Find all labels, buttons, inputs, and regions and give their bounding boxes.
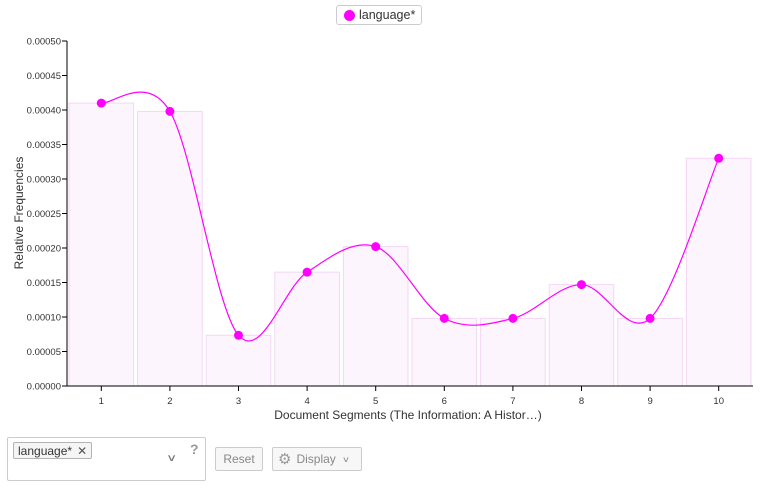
y-tick-label: 0.00005 — [27, 347, 61, 358]
display-button[interactable]: ⚙ Display ∨ — [272, 447, 362, 471]
bar — [274, 271, 340, 387]
data-point — [302, 267, 312, 277]
data-point — [371, 242, 381, 252]
x-tick-label: 7 — [510, 396, 515, 407]
points-layer — [96, 98, 724, 340]
bar — [617, 317, 683, 387]
bar — [205, 334, 272, 387]
bar — [68, 102, 135, 387]
y-tick-label: 0.00045 — [27, 71, 61, 82]
series-color-dot — [344, 9, 355, 21]
bar — [137, 110, 203, 387]
reset-button-label: Reset — [223, 452, 255, 466]
data-point — [714, 153, 724, 163]
y-tick-label: 0.00000 — [27, 382, 61, 393]
y-tick-label: 0.00025 — [27, 209, 61, 220]
display-button-label: Display — [296, 452, 336, 466]
bar — [411, 317, 478, 387]
bar — [480, 317, 546, 387]
legend-item-language[interactable]: language* — [336, 5, 423, 25]
bar — [685, 157, 752, 387]
x-tick-label: 10 — [713, 396, 724, 407]
x-tick-label: 4 — [304, 396, 309, 407]
bar — [548, 284, 615, 387]
y-axis-label: Relative Frequencies — [12, 157, 26, 270]
x-tick-label: 1 — [99, 396, 104, 407]
y-tick-label: 0.00030 — [27, 175, 61, 186]
x-tick-label: 5 — [373, 396, 378, 407]
y-axis: 0.00000 0.00005 0.00010 0.00015 0.00020 0.000… — [27, 37, 68, 393]
trends-chart: 0.00000 0.00005 0.00010 0.00015 0.00020 0.000… — [12, 37, 753, 422]
y-tick-label: 0.00050 — [27, 37, 61, 48]
x-tick-label: 8 — [579, 396, 584, 407]
x-tick-label: 3 — [236, 396, 241, 407]
y-tick-label: 0.00035 — [27, 140, 61, 151]
x-tick-label: 2 — [167, 396, 172, 407]
y-tick-label: 0.00020 — [27, 244, 61, 255]
help-icon[interactable]: ? — [190, 441, 199, 457]
y-tick-label: 0.00015 — [27, 278, 61, 289]
data-point — [508, 313, 518, 323]
term-tag-label: language* — [18, 443, 73, 458]
x-tick-label: 6 — [442, 396, 447, 407]
bar — [342, 246, 409, 387]
data-point — [645, 313, 655, 323]
remove-term-icon[interactable]: ✕ — [77, 443, 88, 458]
term-tag: language* ✕ — [13, 442, 93, 459]
bars-layer — [68, 102, 752, 387]
x-tick-label: 9 — [647, 396, 652, 407]
y-tick-label: 0.00010 — [27, 313, 61, 324]
controls-bar: language* ✕ ∨ ? Reset ⚙ Display ∨ — [0, 436, 763, 487]
reset-button[interactable]: Reset — [215, 447, 263, 471]
x-axis: 1 2 3 4 5 6 7 8 9 10 — [67, 385, 753, 407]
data-point — [96, 98, 106, 108]
legend-label: language* — [359, 8, 416, 22]
chevron-down-icon[interactable]: ∨ — [166, 453, 178, 464]
y-tick-label: 0.00040 — [27, 106, 61, 117]
data-point — [234, 330, 243, 340]
chevron-down-icon: ∨ — [341, 454, 350, 464]
series-line-language — [101, 91, 720, 342]
term-search-input[interactable]: language* ✕ ∨ — [7, 437, 206, 481]
data-point — [577, 280, 586, 290]
data-point — [165, 106, 175, 116]
gear-icon: ⚙ — [278, 450, 292, 468]
data-point — [439, 313, 449, 323]
x-axis-label: Document Segments (The Information: A Hi… — [274, 408, 541, 422]
